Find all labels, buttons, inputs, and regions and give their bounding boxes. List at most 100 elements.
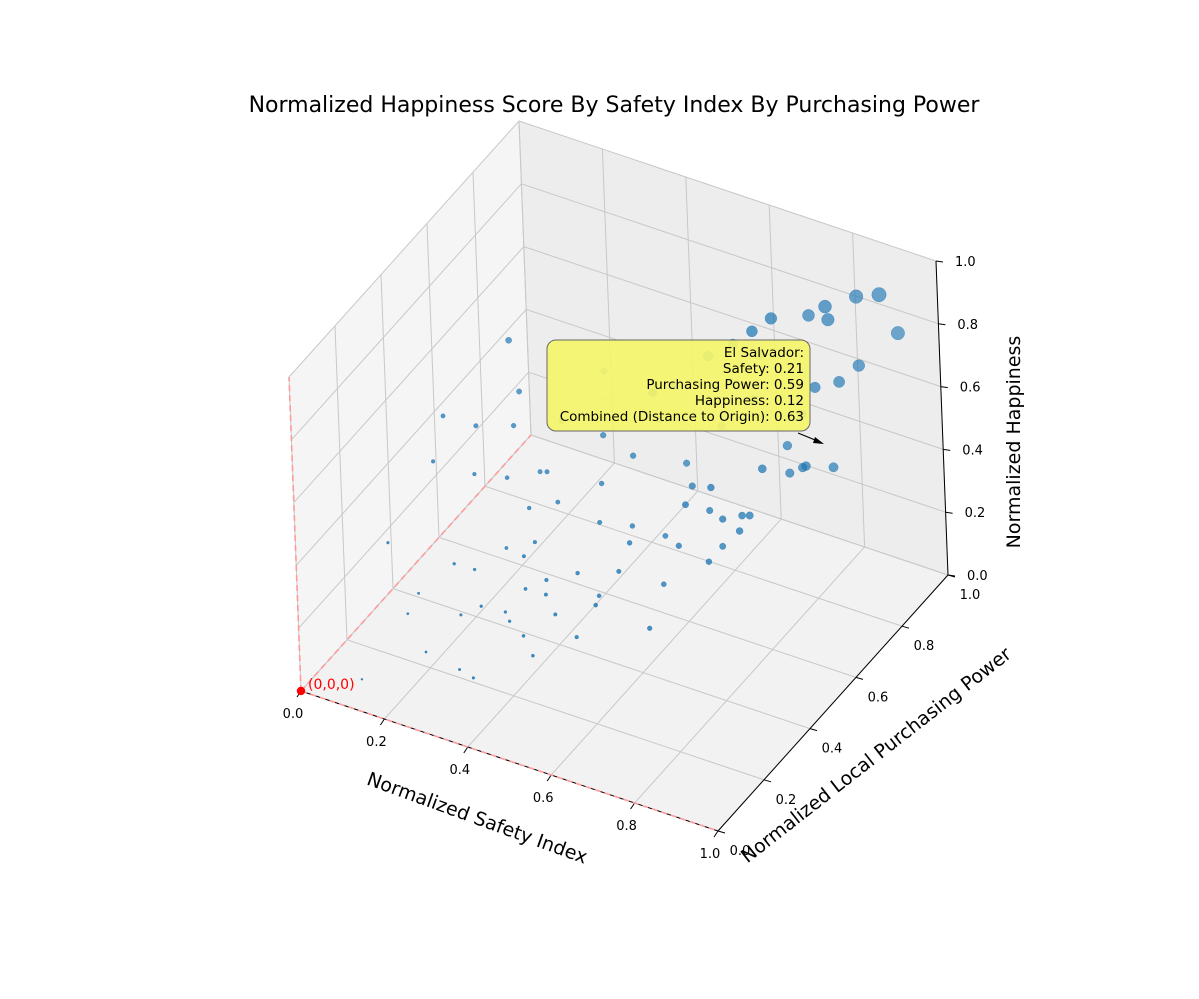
annotation-box-background [546, 339, 811, 432]
data-point [821, 313, 835, 327]
chart-title: Normalized Happiness Score By Safety Ind… [249, 93, 981, 118]
data-point [593, 602, 599, 608]
data-point [458, 667, 462, 672]
data-point [503, 610, 508, 614]
y-tick-mark [763, 779, 772, 783]
annotation-text-line: Combined (Distance to Origin): 0.63 [560, 409, 804, 425]
axis-frame [296, 260, 956, 838]
data-point [683, 459, 691, 467]
annotation-text-line: Purchasing Power: 0.59 [646, 377, 804, 393]
data-point [360, 678, 364, 681]
z-tick-label: 0.8 [957, 318, 978, 333]
data-point [544, 469, 550, 475]
data-point [675, 542, 682, 549]
y-tick-label: 0.4 [822, 742, 843, 757]
origin-dashed-line [288, 376, 302, 692]
z-tick-mark [943, 448, 951, 451]
x-tick-label: 0.6 [533, 791, 554, 806]
annotation-text-line: Safety: 0.21 [723, 361, 804, 377]
annotation-arrow-head [813, 437, 824, 444]
annotation-text-line: El Salvador: [724, 345, 804, 361]
data-point [532, 539, 538, 545]
origin-reference-lines [288, 376, 719, 832]
data-point [706, 506, 714, 515]
data-point [417, 591, 421, 595]
y-tick-mark [717, 830, 726, 834]
y-tick-label: 0.6 [868, 690, 889, 705]
data-point [746, 325, 758, 338]
z-tick-mark [945, 511, 953, 514]
data-point [537, 469, 543, 475]
data-point [745, 511, 754, 520]
data-point [682, 501, 689, 509]
data-point [852, 359, 865, 372]
data-point [707, 483, 715, 492]
origin-marker: (0,0,0) [296, 677, 355, 696]
data-point [764, 312, 778, 325]
data-point [600, 432, 607, 439]
data-point [430, 459, 436, 464]
x-tick-label: 0.8 [616, 819, 637, 834]
data-point [472, 471, 477, 477]
y-axis-line [717, 574, 949, 832]
y-grid-line [380, 274, 811, 730]
data-point [471, 676, 476, 680]
y-tick-mark [901, 625, 910, 629]
axis-panes [289, 121, 948, 831]
data-point [809, 381, 821, 393]
data-point [802, 309, 815, 322]
data-point [738, 511, 746, 520]
data-point [526, 505, 532, 511]
data-point [705, 558, 713, 565]
z-tick-label: 1.0 [955, 255, 976, 270]
x-axis-label: Normalized Safety Index [364, 768, 590, 868]
z-tick-mark [935, 260, 944, 263]
data-point [662, 532, 669, 539]
data-point [833, 376, 845, 388]
data-point [386, 541, 390, 545]
data-point [629, 452, 637, 459]
data-point [757, 464, 767, 474]
x-tick-label: 0.4 [449, 763, 470, 778]
origin-point [296, 686, 306, 696]
x-tick-label: 0.0 [283, 707, 304, 722]
data-point [516, 388, 523, 395]
data-point [818, 299, 832, 314]
data-point [801, 461, 811, 471]
x-tick-mark [379, 718, 385, 726]
y-tick-mark [947, 574, 956, 578]
origin-dashed-line [300, 434, 532, 692]
data-point [510, 422, 517, 429]
data-point [507, 619, 512, 623]
y-tick-label: 0.8 [914, 639, 935, 654]
floor-pane [301, 435, 948, 831]
data-point [473, 423, 479, 429]
data-point [828, 462, 839, 473]
data-point [849, 289, 864, 304]
z-tick-label: 0.0 [967, 569, 988, 584]
y-grid-line [426, 223, 857, 678]
data-point [543, 592, 548, 597]
data-point [504, 475, 510, 481]
z-tick-label: 0.6 [960, 381, 981, 396]
y-tick-mark [855, 676, 864, 680]
y-tick-mark [809, 728, 818, 732]
z-axis-label: Normalized Happiness [1003, 336, 1025, 549]
y-tick-label: 0.2 [776, 793, 797, 808]
data-point [719, 542, 727, 550]
data-point [782, 440, 793, 451]
data-point [719, 515, 727, 523]
data-point [424, 650, 428, 654]
data-point [505, 336, 512, 344]
data-point [629, 523, 636, 529]
x-tick-mark [463, 746, 469, 754]
data-point [647, 625, 653, 631]
data-point [553, 612, 558, 617]
data-point [521, 634, 526, 638]
z-tick-label: 0.4 [962, 443, 983, 458]
data-point [596, 593, 602, 599]
z-tick-label: 0.2 [965, 506, 986, 521]
data-point [597, 519, 603, 525]
